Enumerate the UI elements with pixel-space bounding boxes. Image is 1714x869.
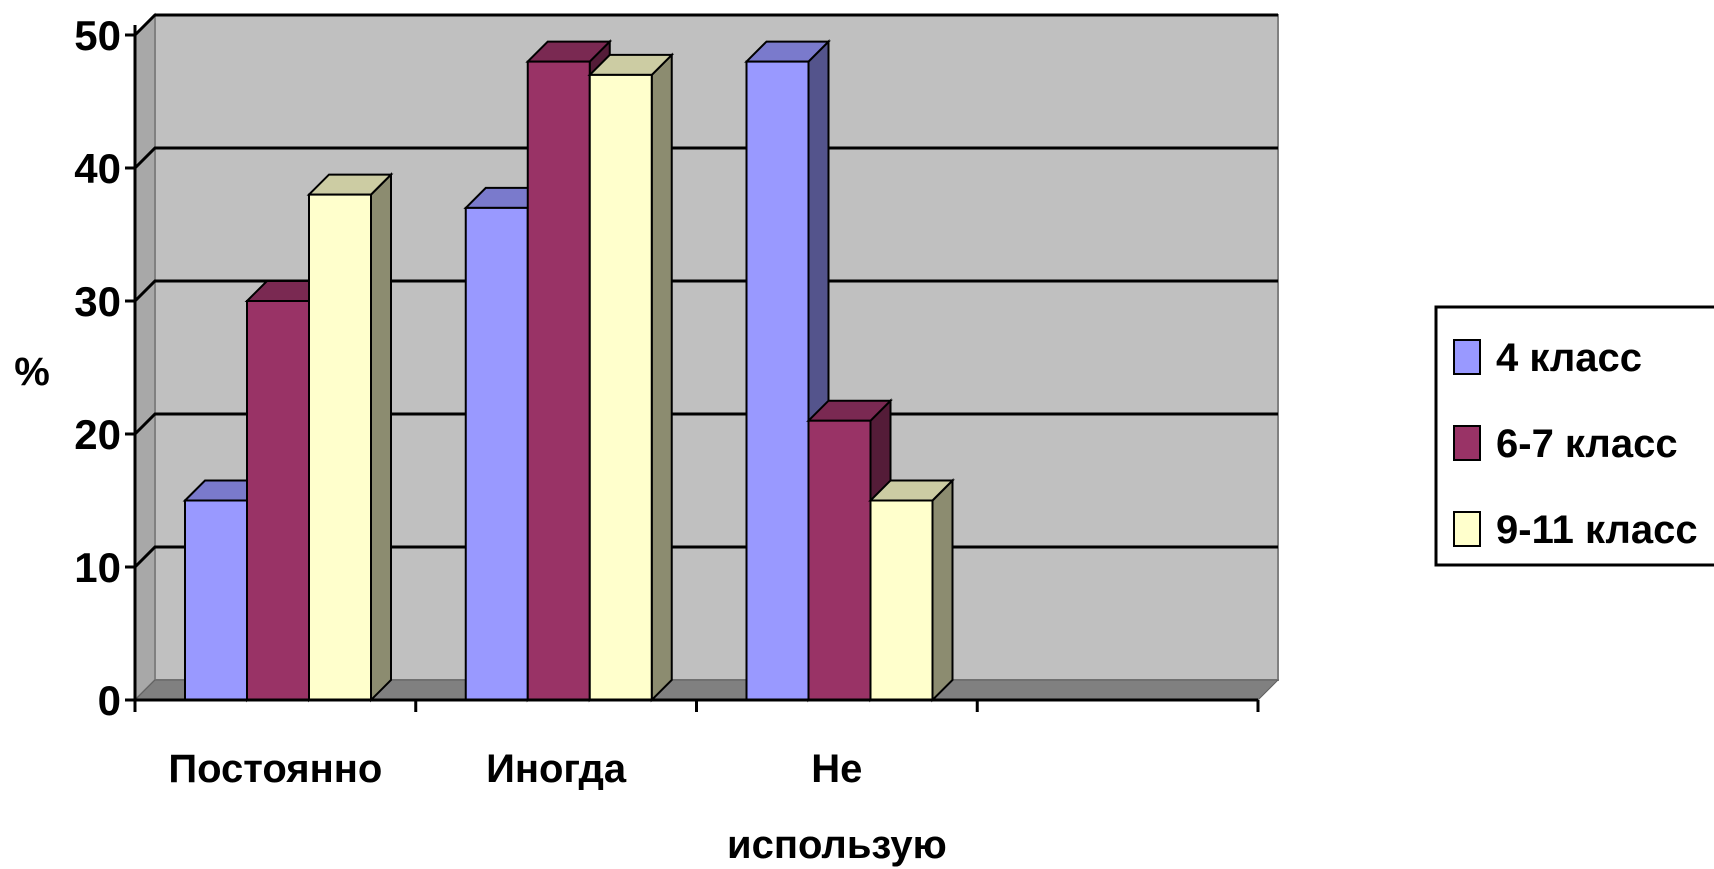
category-label: Постоянно	[168, 747, 382, 791]
bar-side	[931, 478, 954, 703]
legend-label: 4 класс	[1496, 336, 1642, 380]
bar	[306, 172, 394, 703]
bar-front	[588, 73, 653, 701]
bar	[868, 478, 955, 703]
legend-box	[1434, 305, 1714, 567]
gridlines	[133, 13, 1278, 569]
bar	[587, 52, 675, 703]
bars	[182, 39, 955, 703]
legend: 4 класс 6-7 класс 9-11 класс	[1434, 305, 1714, 567]
bar-front	[869, 499, 934, 701]
axes	[133, 25, 1260, 712]
legend-swatch	[1453, 339, 1481, 375]
bar-front	[184, 499, 248, 701]
y-tick-label: 50	[74, 12, 121, 59]
bar-front	[246, 300, 310, 701]
y-tick-label: 40	[74, 145, 121, 192]
category-label: Не использую	[727, 747, 947, 867]
y-tick-label: 0	[98, 677, 121, 724]
plot-side-wall	[134, 12, 156, 703]
y-axis-label: %	[14, 350, 50, 394]
bar-front	[745, 60, 810, 702]
bar-front	[464, 206, 529, 701]
bar-front	[807, 419, 872, 701]
y-tick-label: 30	[74, 278, 121, 325]
legend-swatch	[1453, 425, 1481, 461]
bar	[744, 39, 831, 703]
bar-front	[526, 60, 591, 702]
y-axis-ticks: 0 10 20 30 40 50	[74, 12, 135, 724]
legend-label: 9-11 класс	[1496, 508, 1698, 552]
bar-side	[370, 172, 392, 703]
gridline	[133, 279, 1278, 303]
x-axis-labels: Постоянно Иногда Не использую	[168, 747, 947, 867]
y-tick-label: 10	[74, 544, 121, 591]
legend-label: 6-7 класс	[1496, 422, 1678, 466]
bar-front	[308, 193, 372, 701]
bar-side	[650, 52, 673, 703]
category-label: Иногда	[486, 747, 627, 791]
y-tick-label: 20	[74, 411, 121, 458]
gridline	[133, 412, 1278, 436]
legend-swatch	[1453, 511, 1481, 547]
gridline	[133, 13, 1278, 37]
gridline	[133, 146, 1278, 170]
